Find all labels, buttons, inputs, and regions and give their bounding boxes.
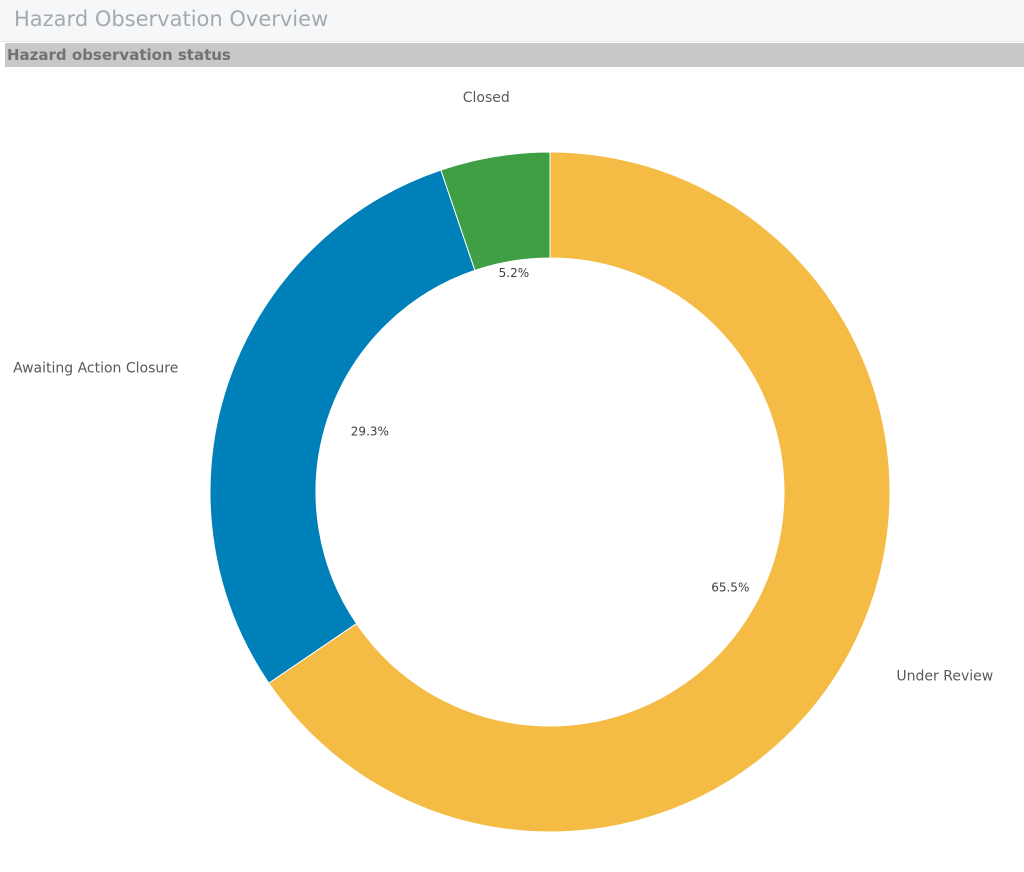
slice-under-review[interactable] xyxy=(268,151,891,833)
category-label-awaiting-action-closure: Awaiting Action Closure xyxy=(13,360,178,376)
slice-closed[interactable] xyxy=(440,151,551,272)
section-header: Hazard observation status xyxy=(5,43,1024,67)
percent-label-awaiting-action-closure: 29.3% xyxy=(351,425,389,439)
category-label-closed: Closed xyxy=(463,90,510,106)
category-label-under-review: Under Review xyxy=(896,668,993,684)
chart-category-labels: Under Review Awaiting Action Closure Close… xyxy=(13,90,993,684)
percent-label-under-review: 65.5% xyxy=(711,580,749,594)
chart-percent-labels: 65.5% 29.3% 5.2% xyxy=(351,266,750,595)
title-bar: Hazard Observation Overview xyxy=(0,0,1024,42)
percent-label-closed: 5.2% xyxy=(499,266,530,280)
chart-slices xyxy=(209,151,891,833)
section-title: Hazard observation status xyxy=(7,46,231,64)
page-title: Hazard Observation Overview xyxy=(14,7,329,31)
slice-awaiting-action-closure[interactable] xyxy=(209,169,476,684)
